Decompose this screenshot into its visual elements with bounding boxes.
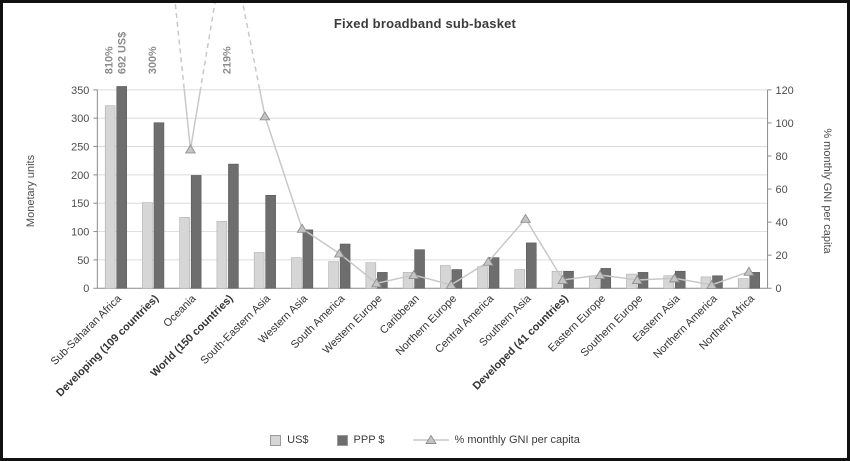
gni-marker xyxy=(259,111,271,121)
legend-label-gni: % monthly GNI per capita xyxy=(454,434,580,446)
ppp-bar xyxy=(749,272,760,289)
gni-marker xyxy=(631,274,643,284)
usd-bar xyxy=(291,257,302,289)
usd-bar xyxy=(179,217,190,289)
ppp-bar xyxy=(116,86,127,289)
gni-marker xyxy=(296,223,308,233)
category-label: Northern America xyxy=(651,292,720,361)
usd-bar xyxy=(104,105,116,289)
usd-bar xyxy=(402,272,414,289)
usd-bar xyxy=(253,252,265,289)
gni-marker xyxy=(482,256,494,266)
ppp-bars xyxy=(116,86,760,289)
gni-marker xyxy=(371,278,383,288)
right-tick-label: 100 xyxy=(776,118,794,130)
ppp-bar xyxy=(339,243,351,289)
ppp-bar xyxy=(302,229,314,289)
legend-item-ppp: PPP $ xyxy=(336,434,385,446)
gridlines xyxy=(97,89,768,261)
left-tick-label: 350 xyxy=(71,85,89,97)
gni-marker xyxy=(594,269,606,280)
gni-markers xyxy=(184,111,755,289)
gni-marker xyxy=(743,266,755,276)
left-tick-label: 50 xyxy=(77,255,89,267)
chart-title: Fixed broadband sub-basket xyxy=(333,16,517,31)
gni-line-marker-icon xyxy=(412,434,449,444)
category-label: Sub-Saharan Africa xyxy=(49,292,125,368)
left-tick-label: 150 xyxy=(71,198,89,210)
gni-marker xyxy=(668,273,681,283)
annotation-label: 300% xyxy=(147,46,159,74)
left-tick-label: 250 xyxy=(71,142,89,154)
gni-marker xyxy=(519,213,532,223)
gni-marker xyxy=(184,144,196,154)
right-tick-label: 0 xyxy=(776,283,782,295)
gni-marker xyxy=(706,279,718,289)
chart-canvas: 0 50 100 150 200 250 300 350 0 20 40 60 80 100 120 Sub-… xyxy=(49,3,794,399)
legend-label-ppp: PPP $ xyxy=(353,434,385,446)
category-label: South-Eastern Asia xyxy=(198,292,273,367)
ppp-bar xyxy=(265,194,276,289)
ppp-swatch-icon xyxy=(336,434,348,446)
right-tick-label: 20 xyxy=(776,250,788,262)
left-tick-label: 200 xyxy=(71,170,89,182)
ppp-bar xyxy=(228,163,239,289)
usd-swatch-icon xyxy=(270,434,282,446)
gni-marker xyxy=(408,269,420,280)
right-tick-label: 60 xyxy=(776,184,788,196)
annotations: 810% 692 US$ 300% 219% xyxy=(103,32,233,74)
left-tick-label: 0 xyxy=(83,283,89,295)
chart-legend: US$ PPP $ % monthly GNI per capita xyxy=(3,434,847,446)
tick-labels: 0 50 100 150 200 250 300 350 0 20 40 60 80 100 120 xyxy=(71,85,794,295)
ppp-bar xyxy=(526,242,537,289)
gni-marker xyxy=(557,274,569,284)
right-tick-label: 80 xyxy=(776,151,788,163)
ppp-bar xyxy=(414,249,425,289)
usd-bar xyxy=(440,265,451,289)
left-tick-label: 100 xyxy=(71,227,89,239)
gni-marker xyxy=(445,279,457,289)
right-tick-label: 120 xyxy=(776,85,794,97)
gni-line xyxy=(183,88,750,286)
usd-bar xyxy=(216,221,228,289)
ppp-bar xyxy=(190,175,202,289)
gni-marker xyxy=(333,248,345,258)
usd-bar xyxy=(737,278,749,289)
category-label: Oceania xyxy=(161,292,199,330)
usd-bars xyxy=(104,105,749,289)
left-tick-label: 300 xyxy=(71,113,89,125)
usd-bar xyxy=(514,269,526,289)
ppp-bar xyxy=(153,122,165,289)
legend-item-usd: US$ xyxy=(270,434,309,446)
annotation-label: 692 US$ xyxy=(116,32,128,74)
usd-bar xyxy=(477,266,488,289)
legend-item-gni: % monthly GNI per capita xyxy=(412,434,580,446)
annotation-label: 810% xyxy=(103,46,115,74)
axes xyxy=(93,89,772,289)
legend-label-usd: US$ xyxy=(287,434,309,446)
usd-bar xyxy=(142,202,153,289)
right-tick-label: 40 xyxy=(776,217,788,229)
gni-line-dashed xyxy=(174,3,261,89)
ppp-bar xyxy=(488,257,500,289)
usd-bar xyxy=(328,261,339,289)
annotation-label: 219% xyxy=(222,46,234,74)
